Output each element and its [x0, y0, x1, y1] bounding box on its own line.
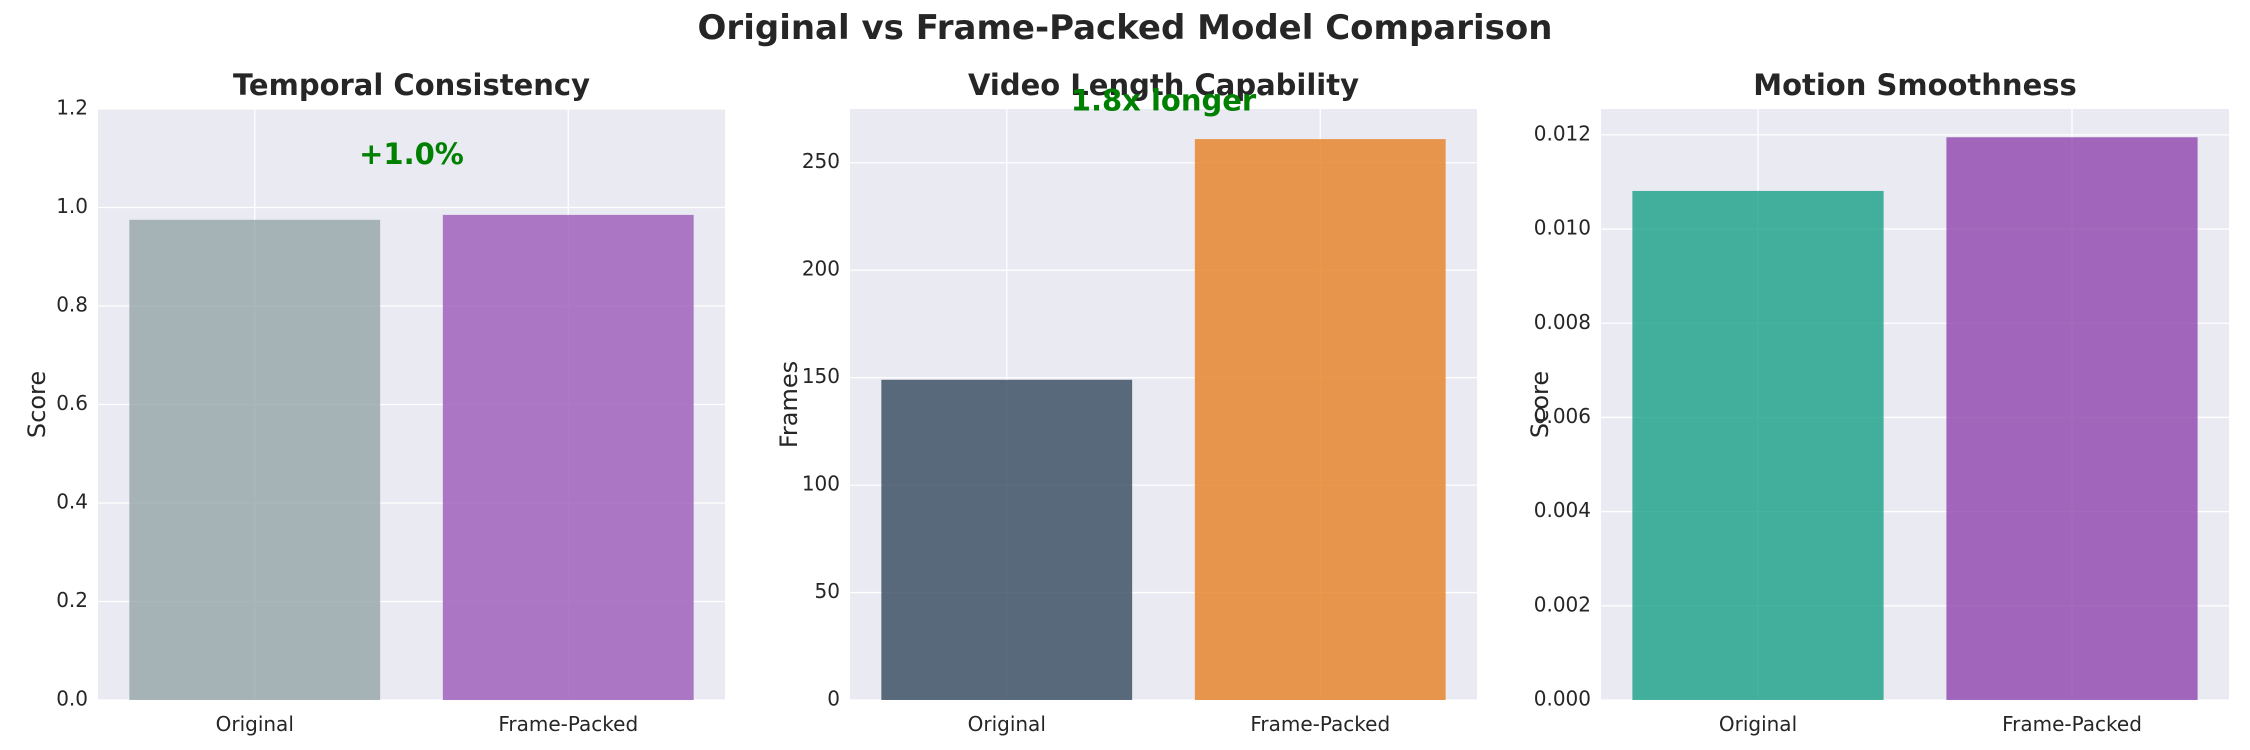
bar-frame-packed — [442, 214, 694, 700]
y-axis-label: Frames — [775, 361, 803, 448]
annotation-label: +1.0% — [359, 137, 464, 171]
bar-frame-packed — [1946, 137, 2198, 700]
y-tick-label: 1.2 — [56, 96, 88, 120]
y-axis-label: Score — [23, 371, 51, 438]
bar-frame-packed — [1194, 139, 1446, 700]
x-tick-label: Frame-Packed — [1250, 712, 1390, 736]
y-tick-label: 0.010 — [1534, 216, 1591, 240]
y-tick-label: 0.004 — [1534, 498, 1591, 522]
bar-original — [881, 379, 1133, 700]
x-tick-label: Frame-Packed — [2002, 712, 2142, 736]
annotation-label: 1.8x longer — [1071, 84, 1257, 118]
y-axis-label: Score — [1526, 371, 1554, 438]
y-tick-label: 250 — [802, 149, 840, 173]
y-tick-label: 1.0 — [56, 194, 88, 218]
y-tick-label: 50 — [815, 579, 840, 603]
y-tick-label: 0.008 — [1534, 310, 1591, 334]
figure-title: Original vs Frame-Packed Model Compariso… — [697, 8, 1553, 48]
chart-title: Temporal Consistency — [233, 68, 590, 102]
y-tick-label: 0.8 — [56, 293, 88, 317]
bar-original — [129, 219, 381, 700]
x-tick-label: Original — [1719, 712, 1797, 736]
y-tick-label: 0.012 — [1534, 121, 1591, 145]
y-tick-label: 100 — [802, 472, 840, 496]
y-tick-label: 0.002 — [1534, 592, 1591, 616]
chart-title: Video Length Capability — [968, 68, 1359, 102]
y-tick-label: 0.4 — [56, 490, 88, 514]
x-tick-label: Frame-Packed — [498, 712, 638, 736]
x-tick-label: Original — [968, 712, 1046, 736]
bar-original — [1632, 190, 1884, 700]
y-tick-label: 0 — [827, 687, 840, 711]
y-tick-label: 0.6 — [56, 391, 88, 415]
y-tick-label: 200 — [802, 257, 840, 281]
y-tick-label: 0.2 — [56, 588, 88, 612]
y-tick-label: 0.006 — [1534, 404, 1591, 428]
y-tick-label: 150 — [802, 364, 840, 388]
y-tick-label: 0.0 — [56, 687, 88, 711]
chart-title: Motion Smoothness — [1753, 68, 2077, 102]
y-tick-label: 0.000 — [1534, 687, 1591, 711]
x-tick-label: Original — [216, 712, 294, 736]
